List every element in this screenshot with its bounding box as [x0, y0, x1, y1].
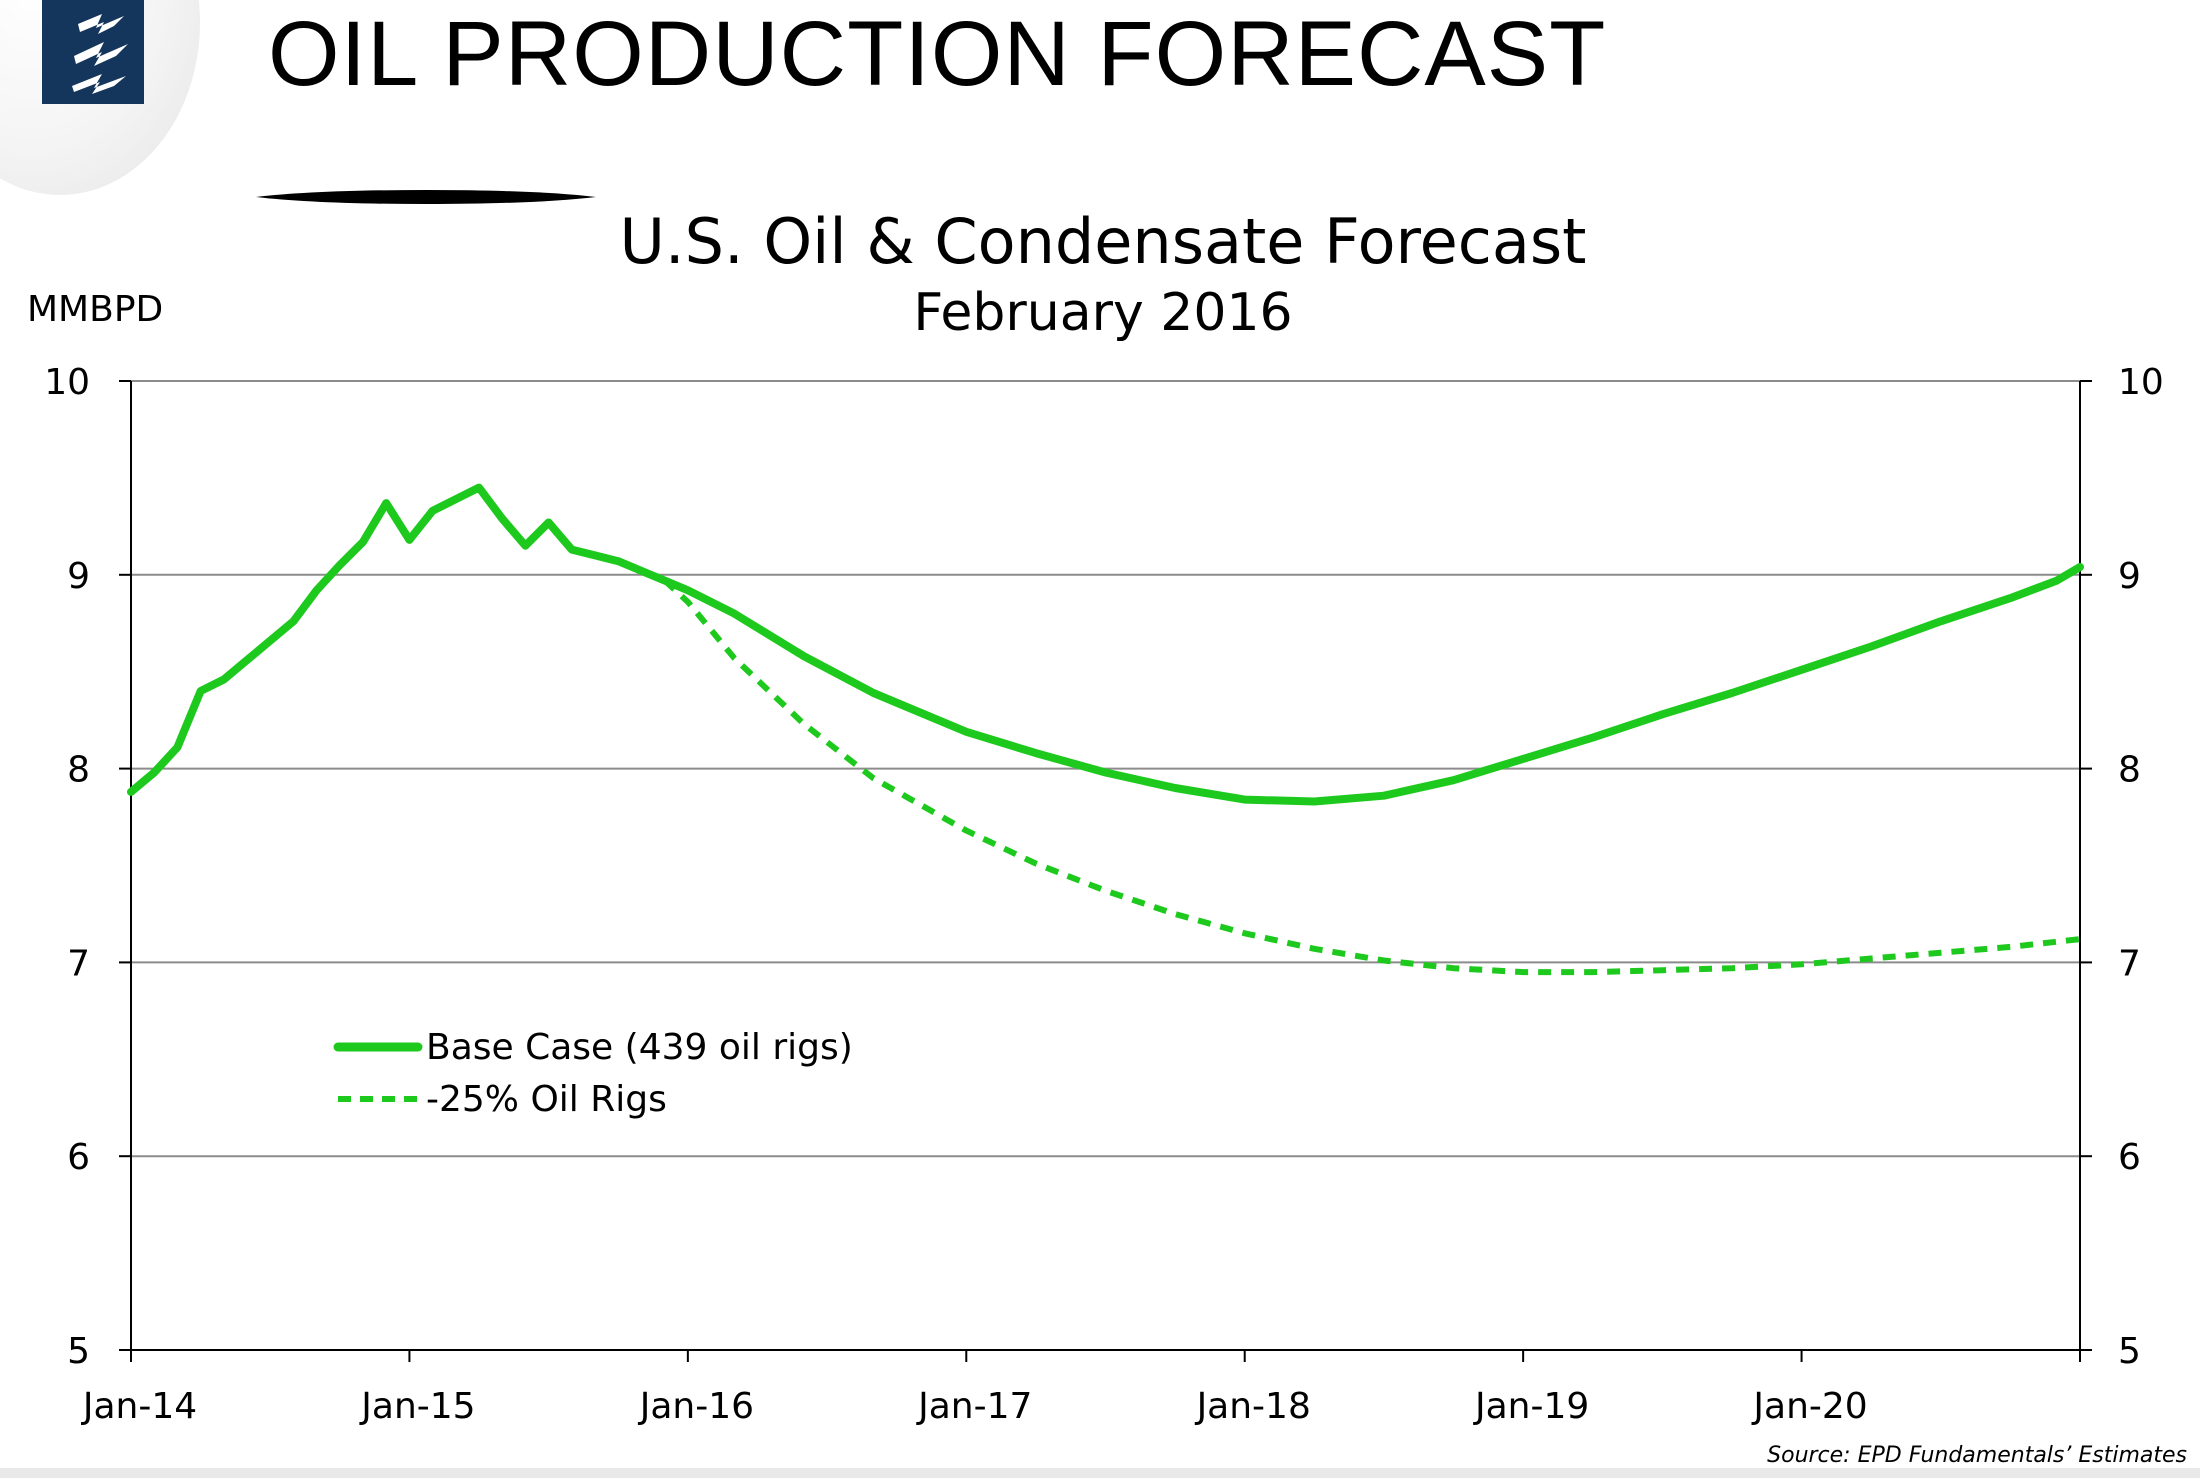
- series-layer: [127, 483, 2084, 976]
- y-tick-label-right: 7: [2118, 943, 2141, 984]
- y-tick-label-right: 6: [2118, 1137, 2141, 1178]
- legend: Base Case (439 oil rigs) -25% Oil Rigs: [333, 1027, 853, 1120]
- y-tick-label-right: 8: [2118, 750, 2141, 791]
- x-tick-label: Jan-20: [1751, 1386, 1867, 1427]
- y-tick-label-right: 9: [2118, 556, 2141, 597]
- y-tick-label-left: 9: [67, 556, 90, 597]
- y-tick-label-left: 6: [67, 1137, 90, 1178]
- legend-label-base-case: Base Case (439 oil rigs): [426, 1027, 853, 1068]
- source-note: Source: EPD Fundamentals’ Estimates: [1767, 1443, 2187, 1468]
- y-tick-label-left: 8: [67, 750, 90, 791]
- series-line-reduced-rigs: [662, 578, 2081, 976]
- x-tick-label: Jan-15: [359, 1386, 475, 1427]
- y-tick-labels-right: 5 6 7 8 9 10: [2118, 362, 2164, 1372]
- y-tick-label-left: 10: [44, 362, 90, 403]
- x-tick-labels: Jan-14 Jan-15 Jan-16 Jan-17 Jan-18 Jan-19 Jan-…: [81, 1386, 1868, 1427]
- lightning-bolt-logo-icon: [42, 0, 144, 104]
- y-axis-label: MMBPD: [27, 289, 163, 330]
- x-tick-label: Jan-14: [81, 1386, 197, 1427]
- x-tick-label: Jan-17: [916, 1386, 1032, 1427]
- x-tick-label: Jan-18: [1195, 1386, 1311, 1427]
- x-tick-label: Jan-19: [1473, 1386, 1589, 1427]
- title-underline: [256, 190, 596, 204]
- chart-subtitle: February 2016: [913, 283, 1292, 343]
- legend-label-reduced-rigs: -25% Oil Rigs: [426, 1079, 667, 1120]
- y-tick-labels-left: 5 6 7 8 9 10: [44, 362, 90, 1372]
- x-tick-label: Jan-16: [638, 1386, 754, 1427]
- page-title: OIL PRODUCTION FORECAST: [268, 3, 1607, 105]
- y-tick-label-left: 7: [67, 943, 90, 984]
- series-line-base-case: [127, 483, 2084, 806]
- chart-title: U.S. Oil & Condensate Forecast: [620, 205, 1587, 278]
- y-tick-label-right: 10: [2118, 362, 2164, 403]
- axes: [119, 380, 2092, 1362]
- bottom-strip: [0, 1468, 2200, 1478]
- y-tick-label-left: 5: [67, 1331, 90, 1372]
- y-tick-label-right: 5: [2118, 1331, 2141, 1372]
